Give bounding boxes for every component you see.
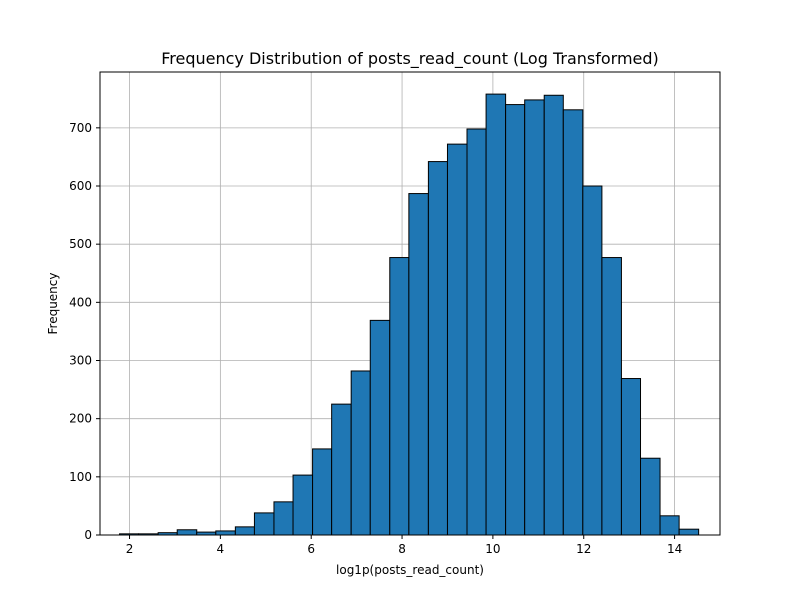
histogram-bar (466, 128, 487, 536)
histogram-bar (408, 193, 429, 536)
x-tick-label: 12 (576, 542, 591, 556)
histogram-bar (659, 515, 680, 536)
histogram-bar (234, 526, 255, 536)
chart-title: Frequency Distribution of posts_read_cou… (161, 49, 659, 69)
axis-ticks: 2 4 6 8 10 12 14 0 100 200 300 400 500 600 700 (69, 121, 682, 556)
histogram-bar (485, 93, 507, 536)
histogram-bar (215, 530, 236, 536)
histogram-bar (620, 378, 642, 536)
histogram-bar (543, 94, 564, 536)
histogram-bar (505, 104, 526, 536)
histogram-bar (582, 185, 603, 536)
x-tick-label: 4 (217, 542, 225, 556)
histogram-bar (524, 99, 545, 536)
y-tick-label: 600 (69, 179, 92, 193)
histogram-bar (273, 501, 294, 536)
y-tick-label: 400 (69, 295, 92, 309)
plot-area-frame (99, 71, 721, 536)
x-tick-label: 6 (307, 542, 315, 556)
y-tick-label: 200 (69, 412, 92, 426)
y-tick-label: 100 (69, 470, 92, 484)
histogram-bar (446, 143, 468, 536)
histogram-bar (253, 512, 275, 536)
x-tick-label: 2 (126, 542, 134, 556)
x-tick-label: 10 (485, 542, 500, 556)
histogram-bar (389, 257, 410, 536)
x-tick-label: 14 (667, 542, 682, 556)
histogram-bar (292, 474, 314, 536)
y-tick-label: 500 (69, 237, 92, 251)
histogram-bar (350, 370, 371, 536)
y-axis-label: Frequency (46, 273, 60, 335)
histogram-bar (176, 529, 198, 536)
histogram-bar (562, 109, 584, 536)
histogram-bar (312, 448, 333, 536)
histogram-bar (601, 257, 622, 536)
histogram-bar (640, 457, 661, 536)
y-tick-label: 300 (69, 354, 92, 368)
histogram-bar (331, 403, 352, 536)
histogram-bar (678, 528, 700, 536)
histogram-bar (427, 161, 448, 536)
y-tick-label: 700 (69, 121, 92, 135)
x-axis-label: log1p(posts_read_count) (336, 563, 484, 577)
x-tick-label: 8 (398, 542, 406, 556)
y-tick-label: 0 (84, 528, 92, 542)
histogram-bar (369, 319, 391, 536)
bars (119, 93, 700, 536)
